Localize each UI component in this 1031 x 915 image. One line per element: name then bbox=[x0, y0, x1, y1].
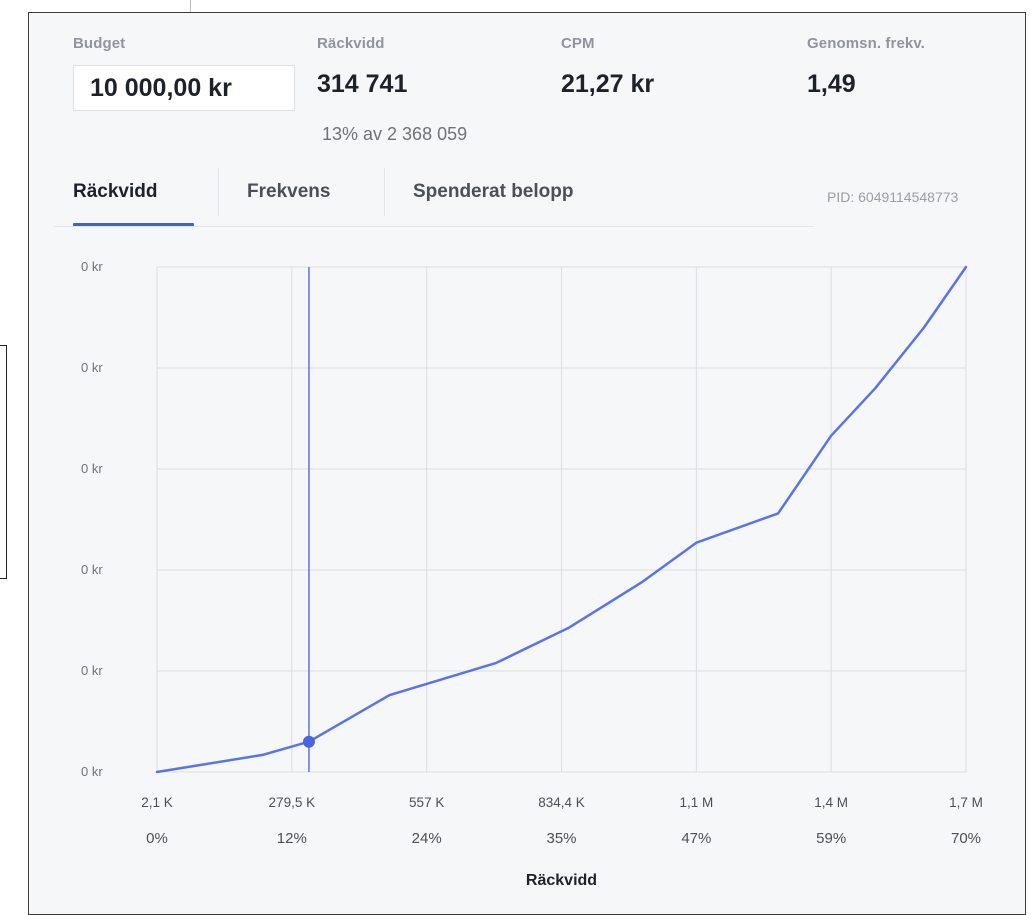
tabs-divider bbox=[53, 226, 813, 227]
budget-label: Budget bbox=[73, 35, 126, 52]
y-tick-label: 0 kr bbox=[81, 360, 103, 375]
y-axis-ticks: 0 kr 0 kr 0 kr 0 kr 0 kr 0 kr bbox=[81, 259, 103, 779]
active-tab-indicator bbox=[73, 223, 194, 227]
estimate-panel: Budget Räckvidd 314 741 13% av 2 368 059… bbox=[28, 12, 1026, 915]
cpm-label: CPM bbox=[561, 35, 595, 52]
reach-value: 314 741 bbox=[317, 70, 408, 98]
pid-label: PID: 6049114548773 bbox=[827, 189, 959, 205]
tab-reach[interactable]: Räckvidd bbox=[73, 181, 158, 202]
cpm-value: 21,27 kr bbox=[561, 70, 655, 98]
tab-amount-spent[interactable]: Spenderat belopp bbox=[413, 181, 574, 202]
x-tick-percent-label: 59% bbox=[816, 830, 846, 847]
selected-point-marker bbox=[302, 735, 315, 748]
x-axis-title: Räckvidd bbox=[526, 872, 597, 889]
budget-input[interactable] bbox=[73, 65, 295, 111]
reach-label: Räckvidd bbox=[317, 35, 385, 52]
frequency-value: 1,49 bbox=[807, 70, 856, 98]
x-tick-label: 2,1 K bbox=[141, 795, 173, 810]
y-tick-label: 0 kr bbox=[81, 562, 103, 577]
x-tick-label: 279,5 K bbox=[269, 795, 316, 810]
x-tick-percent-label: 12% bbox=[277, 830, 307, 847]
reach-subtext: 13% av 2 368 059 bbox=[322, 124, 468, 144]
tab-frequency[interactable]: Frekvens bbox=[247, 181, 331, 202]
y-tick-label: 0 kr bbox=[81, 461, 103, 476]
x-tick-label: 1,1 M bbox=[679, 795, 713, 810]
x-tick-percent-label: 0% bbox=[146, 830, 168, 847]
x-tick-label: 834,4 K bbox=[538, 795, 585, 810]
frequency-label: Genomsn. frekv. bbox=[807, 35, 925, 52]
tab-separator bbox=[384, 168, 385, 216]
x-axis-ticks: 2,1 K 0% 279,5 K 12% 557 K 24% 834,4 K 35% 1,1 M… bbox=[141, 795, 983, 847]
x-tick-percent-label: 70% bbox=[951, 830, 981, 847]
x-tick-percent-label: 35% bbox=[547, 830, 577, 847]
x-tick-label: 1,7 M bbox=[949, 795, 983, 810]
y-tick-label: 0 kr bbox=[81, 259, 103, 274]
x-tick-label: 557 K bbox=[409, 795, 444, 810]
tab-separator bbox=[218, 168, 219, 216]
background-divider bbox=[190, 0, 191, 14]
background-window-edge bbox=[0, 345, 7, 579]
y-tick-label: 0 kr bbox=[81, 663, 103, 678]
frequency-metric: Genomsn. frekv. 1,49 bbox=[807, 35, 925, 99]
chart-grid bbox=[156, 266, 967, 773]
x-tick-percent-label: 24% bbox=[412, 830, 442, 847]
cpm-metric: CPM 21,27 kr bbox=[561, 35, 654, 99]
x-tick-percent-label: 47% bbox=[681, 830, 711, 847]
x-tick-label: 1,4 M bbox=[814, 795, 848, 810]
y-tick-label: 0 kr bbox=[81, 764, 103, 779]
reach-chart[interactable]: 0 kr 0 kr 0 kr 0 kr 0 kr 0 kr 2,1 K 0% 279,5 K 1… bbox=[29, 13, 1025, 913]
chart-series bbox=[155, 265, 968, 774]
budget-metric: Budget bbox=[73, 35, 125, 52]
reach-metric: Räckvidd 314 741 bbox=[317, 35, 407, 99]
